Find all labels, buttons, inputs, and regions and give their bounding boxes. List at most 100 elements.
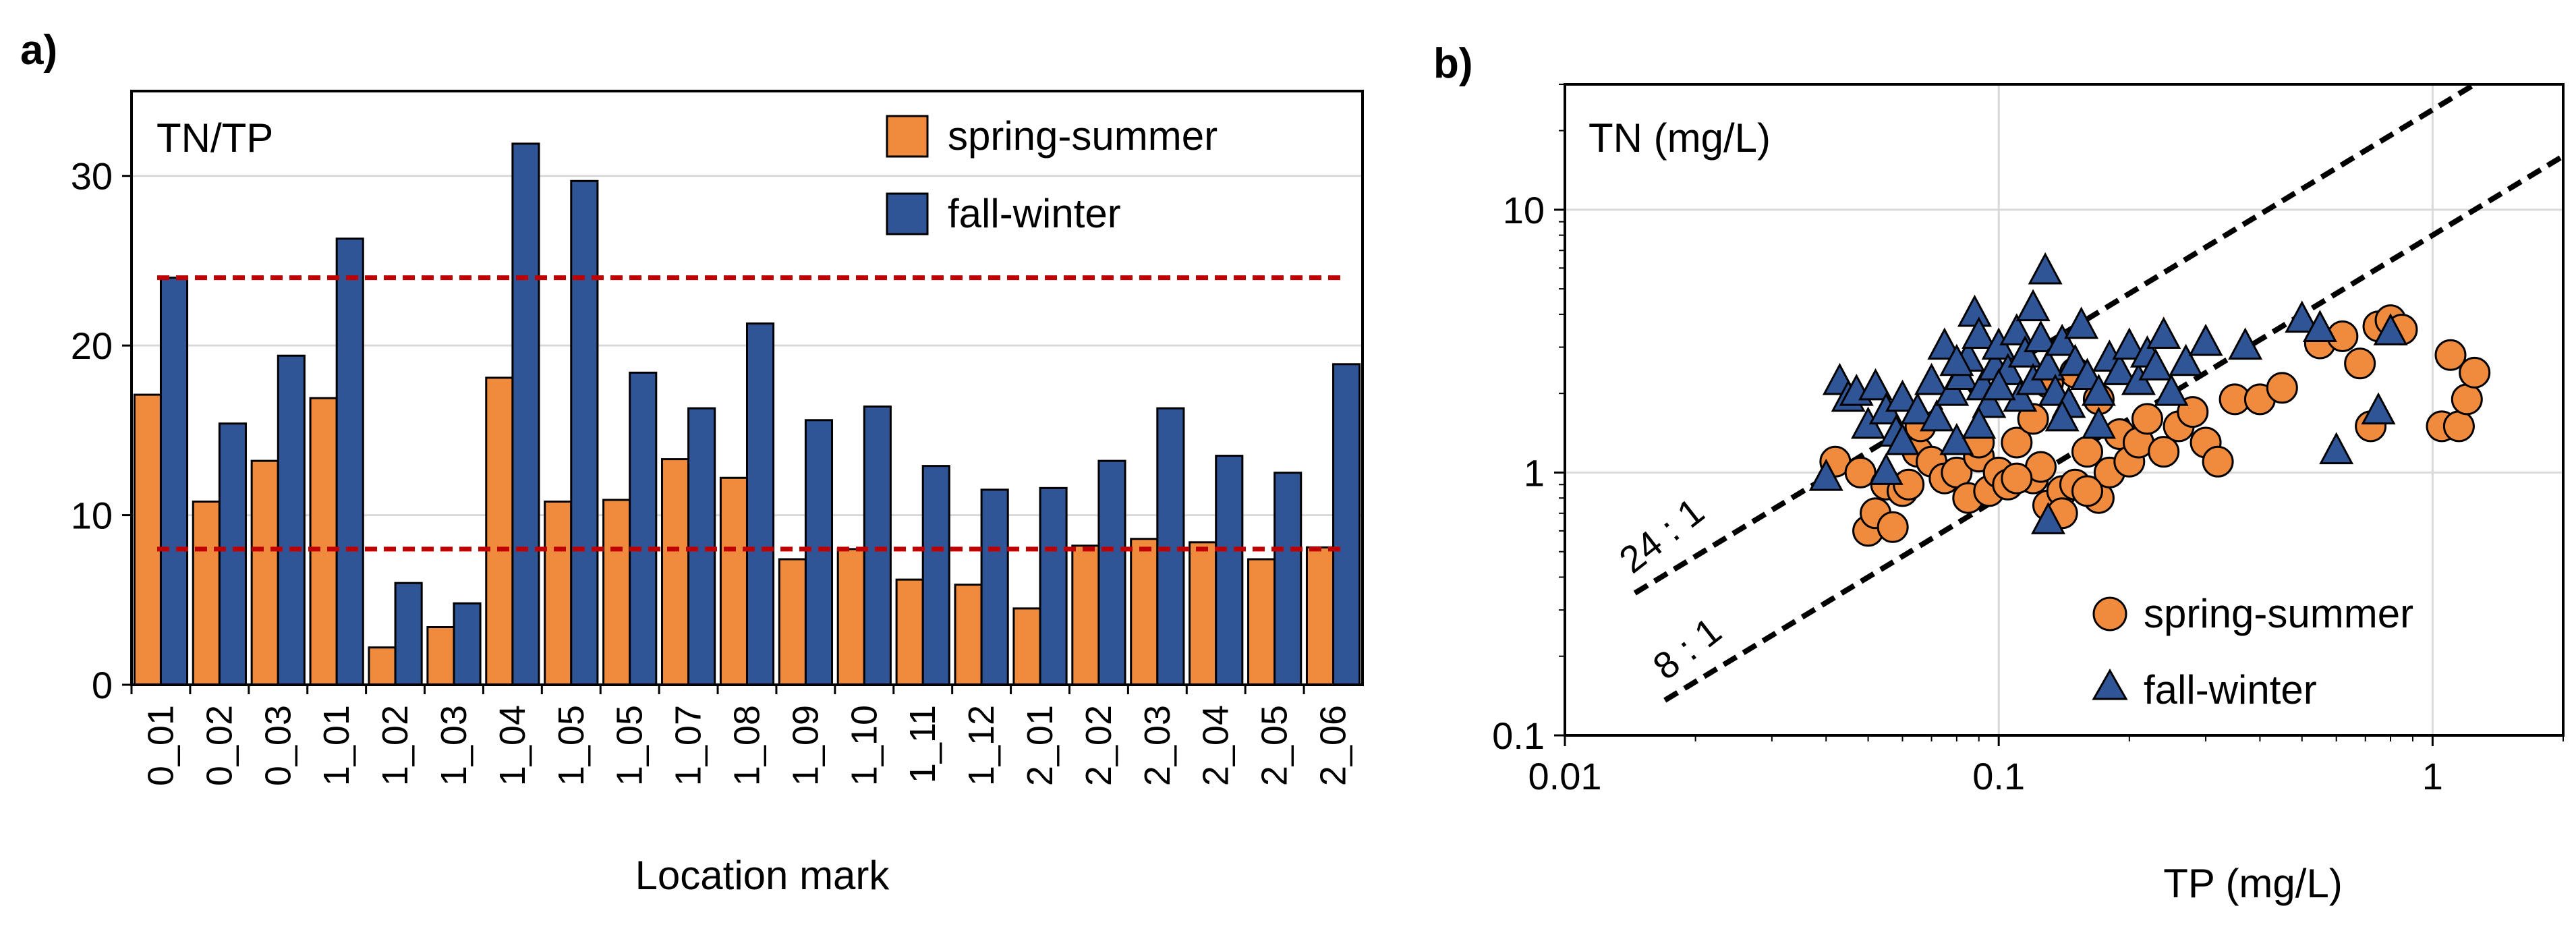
- bar-spring-summer: [1130, 538, 1159, 686]
- legend-marker-spring-summer: [2092, 596, 2127, 631]
- bar-spring-summer: [836, 548, 865, 686]
- x-tick-label: 1_11: [903, 705, 943, 783]
- panel-a-label: a): [20, 27, 57, 74]
- point-spring-summer: [2442, 410, 2475, 443]
- bar-spring-summer: [192, 500, 221, 686]
- point-fall-winter: [1858, 368, 1893, 401]
- bar-fall-winter: [863, 405, 892, 686]
- x-tick-label: 2_04: [1196, 705, 1236, 786]
- point-spring-summer: [1844, 456, 1877, 488]
- panel-a-y-axis-ticks: 0 10 20 30: [71, 155, 132, 706]
- point-spring-summer: [1877, 511, 1909, 543]
- bar-fall-winter: [570, 179, 599, 686]
- point-fall-winter: [2154, 373, 2189, 406]
- panel-b-x-axis-title: TP (mg/L): [2163, 861, 2343, 906]
- point-spring-summer: [2001, 462, 2033, 495]
- point-fall-winter: [2302, 310, 2337, 342]
- point-fall-winter: [2169, 343, 2204, 376]
- bar-fall-winter: [394, 582, 423, 686]
- bar-spring-summer: [1247, 558, 1276, 686]
- bar-fall-winter: [335, 237, 364, 686]
- y-tick-label: 10: [1503, 189, 1545, 231]
- x-tick-label: 0.01: [1528, 755, 1602, 797]
- panel-b-plot-frame: [1564, 83, 2565, 737]
- ratio-line-24: [1633, 84, 2480, 596]
- point-fall-winter: [2044, 323, 2080, 356]
- ratio-line-8: [1663, 152, 2563, 703]
- panel-b-ratio-lines: [1633, 84, 2563, 703]
- x-tick-label: 1_12: [961, 705, 1002, 786]
- bar-fall-winter: [511, 142, 540, 686]
- bar-fall-winter: [629, 371, 658, 686]
- legend-label-fall-winter: fall-winter: [2144, 667, 2317, 712]
- x-tick-label: 1_03: [434, 705, 474, 786]
- bar-fall-winter: [746, 322, 775, 686]
- point-spring-summer: [2459, 356, 2491, 389]
- point-fall-winter: [2228, 327, 2263, 360]
- bar-spring-summer: [778, 558, 807, 686]
- bar-fall-winter: [1039, 486, 1068, 686]
- point-fall-winter: [2361, 392, 2396, 425]
- bar-spring-summer: [660, 458, 690, 686]
- bar-fall-winter: [921, 465, 950, 686]
- point-fall-winter: [2112, 327, 2147, 360]
- x-tick-label: 1_05: [610, 705, 650, 786]
- panel-a-reference-lines: [157, 275, 1342, 552]
- ratio-label-8: 8 : 1: [1645, 609, 1729, 688]
- panel-b-y-axis-ticks: 0.1 1 10: [1492, 189, 1565, 757]
- point-fall-winter: [1939, 422, 1974, 455]
- bar-spring-summer: [1071, 544, 1100, 686]
- x-tick-label: 2_02: [1079, 705, 1119, 786]
- bar-fall-winter: [1332, 363, 1361, 686]
- bar-fall-winter: [980, 488, 1009, 686]
- bar-fall-winter: [1215, 455, 1244, 686]
- bar-spring-summer: [954, 584, 983, 686]
- point-fall-winter: [1962, 406, 1997, 439]
- x-tick-label: 2_06: [1313, 705, 1354, 786]
- x-tick-label: 1_01: [316, 705, 357, 786]
- point-spring-summer: [2131, 403, 2163, 435]
- bar-spring-summer: [250, 459, 279, 686]
- x-tick-label: 1_05: [551, 705, 592, 786]
- point-fall-winter: [1935, 373, 1970, 406]
- legend-label-spring-summer: spring-summer: [948, 113, 1218, 159]
- panel-b-label: b): [1433, 40, 1473, 87]
- point-spring-summer: [2434, 339, 2467, 371]
- panel-b-x-axis-ticks: 0.01 0.1 1: [1528, 735, 2443, 797]
- bar-fall-winter: [1097, 459, 1126, 686]
- point-spring-summer: [2148, 436, 2180, 468]
- point-fall-winter: [2081, 406, 2116, 439]
- bar-spring-summer: [426, 626, 455, 686]
- point-fall-winter: [1919, 399, 1954, 432]
- point-fall-winter: [2015, 289, 2051, 322]
- point-fall-winter: [1927, 327, 1962, 360]
- bar-spring-summer: [719, 476, 748, 686]
- bar-fall-winter: [687, 407, 716, 686]
- bar-fall-winter: [1156, 407, 1185, 686]
- point-spring-summer: [2202, 445, 2234, 478]
- point-fall-winter: [2030, 502, 2065, 534]
- x-tick-label: 1_07: [668, 705, 709, 786]
- x-tick-label: 1_02: [375, 705, 416, 786]
- point-fall-winter: [1900, 392, 1935, 425]
- panel-a-plot-frame: [130, 90, 1364, 686]
- bar-spring-summer: [602, 499, 631, 686]
- y-tick-label: 1: [1524, 451, 1545, 494]
- x-tick-label: 0_02: [199, 705, 239, 786]
- panel-a-bar-chart: a) 0 10 20 30 0_01 0_02 0_03 1_01 1_02 1_03 1_04 1…: [20, 27, 1364, 898]
- point-fall-winter: [1868, 453, 1904, 485]
- point-fall-winter: [1972, 385, 2007, 418]
- x-tick-label: 1_04: [492, 705, 533, 786]
- ratio-label-24: 24 : 1: [1611, 490, 1712, 582]
- bar-spring-summer: [1305, 546, 1335, 686]
- bar-fall-winter: [159, 277, 189, 686]
- y-tick-label: 0.1: [1492, 714, 1545, 757]
- y-tick-label: 30: [71, 155, 113, 198]
- bar-fall-winter: [453, 602, 482, 686]
- x-tick-label: 1_08: [727, 705, 768, 786]
- bar-spring-summer: [895, 578, 924, 686]
- x-tick-label: 2_03: [1137, 705, 1178, 786]
- x-tick-label: 0.1: [1972, 755, 2025, 797]
- x-tick-label: 1_10: [844, 705, 884, 786]
